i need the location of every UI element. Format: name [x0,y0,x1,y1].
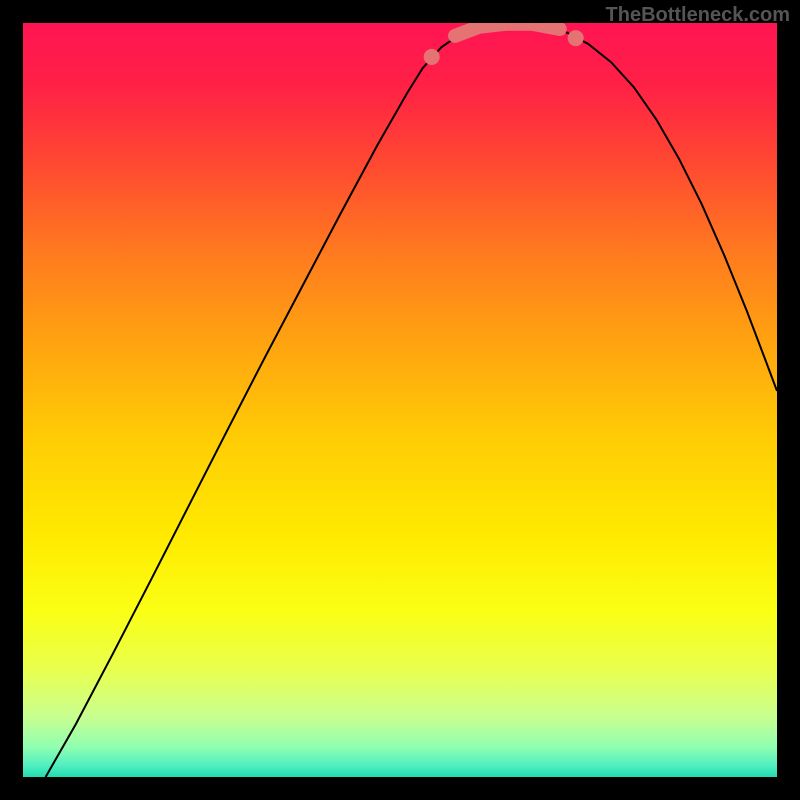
highlight-dot [424,49,440,65]
chart-svg [23,23,777,777]
chart-plot-area [23,23,777,777]
watermark-text: TheBottleneck.com [606,4,790,27]
gradient-background [23,23,777,777]
highlight-dot [568,30,584,46]
